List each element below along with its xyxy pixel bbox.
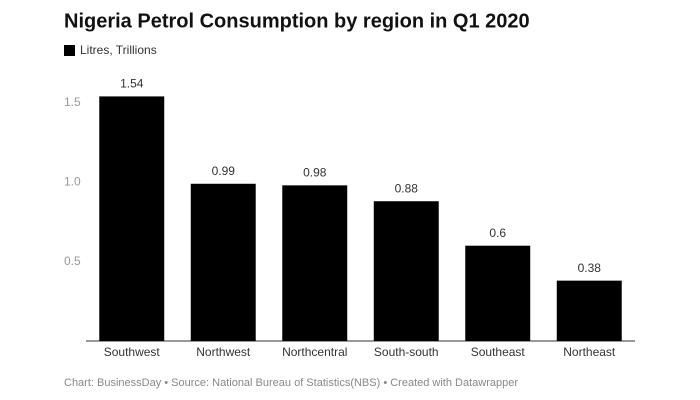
data-label: 0.38 [578,261,602,275]
x-tick-label: Southwest [104,345,161,359]
y-tick-label: 0.5 [64,254,81,268]
data-label: 0.99 [212,164,236,178]
bar [556,280,622,341]
legend-swatch [64,45,75,56]
chart-title: Nigeria Petrol Consumption by region in … [64,10,530,32]
footer: Chart: BusinessDay • Source: National Bu… [64,377,518,389]
bar [190,183,256,341]
data-label: 0.6 [489,226,506,240]
x-tick-label: Southeast [471,345,526,359]
legend-label: Litres, Trillions [80,43,157,57]
bar [99,96,165,341]
y-tick-label: 1.5 [64,95,81,109]
data-label: 0.88 [395,181,419,195]
x-tick-label: Northeast [563,345,616,359]
data-label: 1.54 [120,77,144,91]
bar [465,245,531,341]
x-tick-label: Northcentral [282,345,347,359]
bar [282,185,348,341]
x-tick-label: Northwest [196,345,251,359]
y-tick-label: 1.0 [64,174,81,188]
x-tick-label: South-south [374,345,439,359]
data-label: 0.98 [303,166,327,180]
bar [373,201,439,341]
